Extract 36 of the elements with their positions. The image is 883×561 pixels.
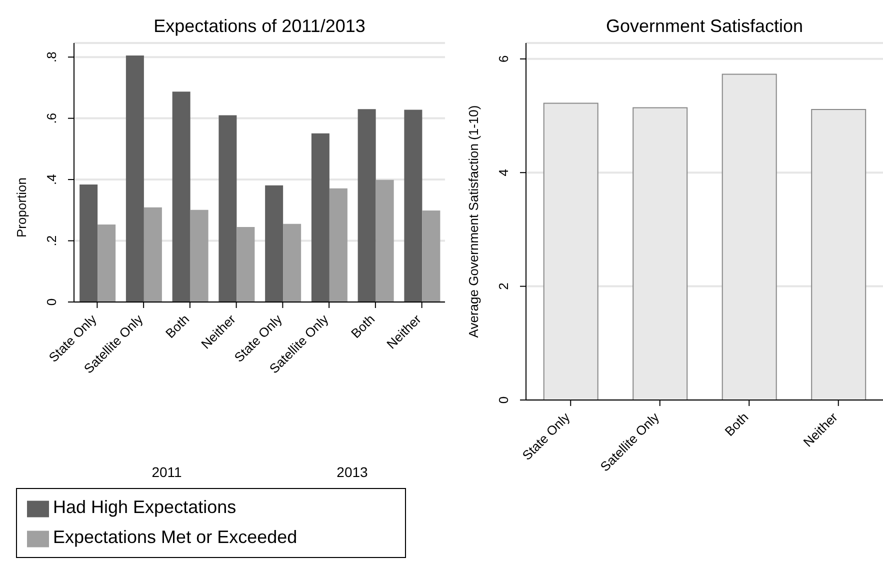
legend-label: Expectations Met or Exceeded — [53, 527, 298, 547]
bar — [98, 224, 116, 302]
bar — [80, 184, 98, 302]
bar — [422, 210, 440, 302]
bar — [283, 224, 302, 302]
y-tick-label: 2 — [496, 282, 511, 290]
bar — [329, 188, 348, 302]
bar — [265, 185, 284, 302]
bar — [190, 210, 208, 302]
x-tick-label: Both — [348, 312, 378, 342]
chart-title: Government Satisfaction — [604, 16, 804, 37]
y-axis-title: Average Government Satisfaction (1-10) — [466, 105, 481, 338]
y-tick-label: 6 — [496, 55, 511, 63]
bar — [126, 56, 144, 302]
y-tick-label: .8 — [44, 52, 59, 63]
y-tick-label: 4 — [496, 168, 511, 176]
y-tick-label: .2 — [44, 235, 59, 246]
y-tick-label: 0 — [496, 396, 511, 404]
y-tick-label: .6 — [44, 112, 59, 124]
x-tick-label: Both — [722, 410, 752, 440]
bar — [311, 133, 330, 302]
y-axis-title: Proportion — [14, 178, 29, 238]
x-tick-label: Both — [162, 312, 192, 342]
text: 2013 — [336, 464, 369, 480]
text: 2011 — [150, 464, 183, 480]
y-tick-label: 0 — [44, 298, 59, 306]
bar — [218, 115, 237, 302]
bar — [376, 180, 394, 302]
chart-title: Expectations of 2011/2013 — [152, 16, 366, 37]
bar — [236, 226, 255, 302]
y-tick-label: .4 — [44, 174, 59, 185]
bar — [144, 207, 162, 302]
bar — [404, 110, 422, 302]
bar — [358, 109, 376, 302]
bar — [172, 92, 190, 302]
legend-label: Had High Expectations — [53, 497, 236, 517]
